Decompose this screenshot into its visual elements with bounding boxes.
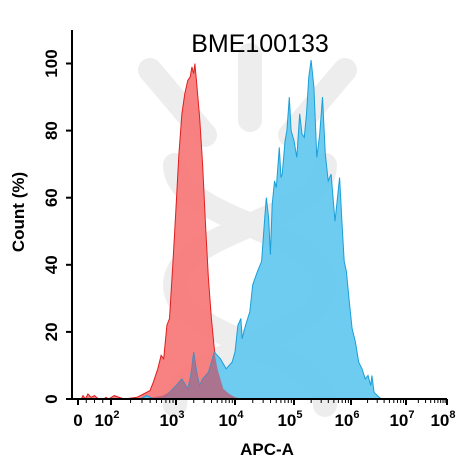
x-axis-label: APC-A bbox=[240, 440, 294, 459]
histogram-series-3 bbox=[146, 352, 241, 399]
chart-title: BME100133 bbox=[191, 30, 329, 58]
y-tick-label: 0 bbox=[42, 394, 61, 403]
x-tick-label: 105 bbox=[277, 409, 302, 430]
series-layer bbox=[80, 60, 383, 400]
x-tick-label: 107 bbox=[389, 409, 414, 430]
histogram-series-2 bbox=[140, 60, 383, 400]
y-tick-label: 40 bbox=[42, 255, 61, 274]
y-tick-label: 100 bbox=[42, 49, 61, 77]
y-ticks: 0 20 40 60 80 100 bbox=[42, 49, 72, 404]
x-tick-label: 106 bbox=[334, 409, 359, 430]
x-tick-label: 0 bbox=[73, 411, 82, 430]
x-ticks: 0 102 103 104 105 106 107 108 bbox=[73, 399, 456, 430]
y-tick-label: 80 bbox=[42, 121, 61, 140]
x-tick-label: 103 bbox=[159, 409, 184, 430]
x-tick-label: 104 bbox=[218, 409, 244, 430]
x-tick-label: 108 bbox=[430, 409, 455, 430]
y-axis-label: Count (%) bbox=[9, 172, 28, 252]
y-tick-label: 60 bbox=[42, 188, 61, 207]
x-tick-label: 102 bbox=[94, 409, 119, 430]
y-tick-label: 20 bbox=[42, 322, 61, 341]
